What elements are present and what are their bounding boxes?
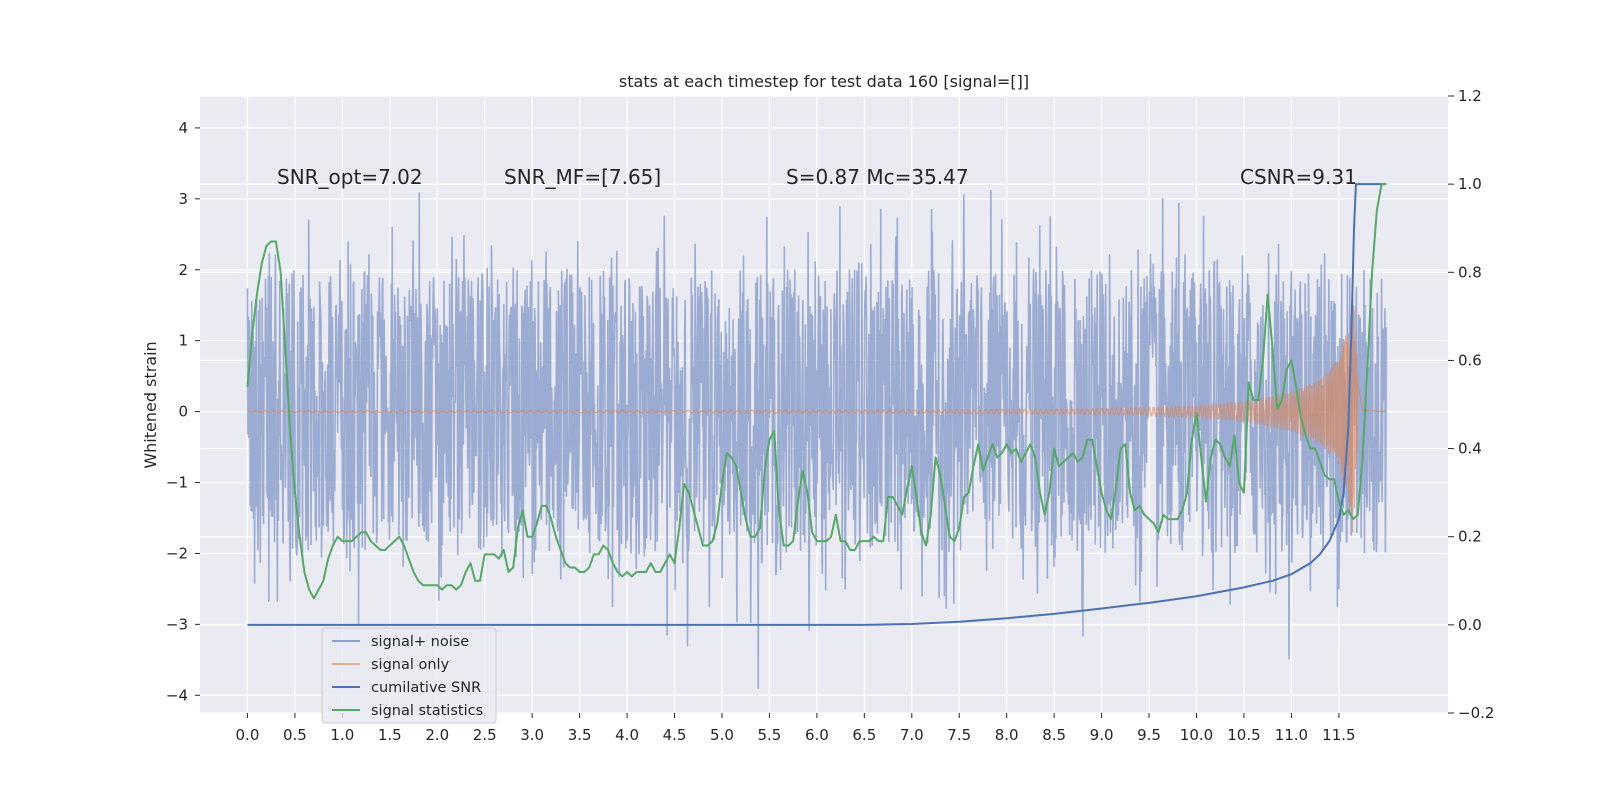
annotation-snr-opt: SNR_opt=7.02: [277, 165, 423, 189]
x-tick-label: 4.5: [663, 726, 687, 744]
y-tick-label: −3: [166, 615, 188, 633]
series-signal-only: [247, 305, 1387, 533]
annotation-snr-mf: SNR_MF=[7.65]: [504, 165, 661, 189]
series-line-signal-plus-noise: [246, 189, 1388, 689]
y-tick-label: 3: [178, 190, 188, 208]
legend-label-signal-only: signal only: [371, 657, 450, 673]
y-tick-label: −4: [166, 686, 188, 704]
x-tick-label: 0.5: [283, 726, 307, 744]
legend: signal+ noise signal only cumilative SNR…: [321, 627, 497, 724]
y2-tick-label: 0.4: [1458, 440, 1482, 458]
x-tick-label: 4.0: [615, 726, 639, 744]
y2-axis-ticks: 1.2 1.0 0.8 0.6 0.4 0.2 0.0 −0.2: [1448, 87, 1494, 722]
y-tick-label: 0: [178, 403, 188, 421]
y-tick-label: 1: [178, 332, 188, 350]
x-tick-label: 2.5: [473, 726, 497, 744]
y-tick-label: −2: [166, 544, 188, 562]
x-tick-label: 5.0: [710, 726, 734, 744]
annotation-s-mc: S=0.87 Mc=35.47: [786, 165, 969, 189]
x-tick-label: 11.5: [1322, 726, 1355, 744]
x-tick-label: 10.0: [1180, 726, 1213, 744]
legend-label-signal-plus-noise: signal+ noise: [371, 634, 469, 650]
x-tick-label: 3.0: [520, 726, 544, 744]
x-tick-label: 0.0: [236, 726, 260, 744]
x-tick-label: 10.5: [1227, 726, 1260, 744]
y2-tick-label: 1.0: [1458, 175, 1482, 193]
series-line-cumilative-snr: [247, 183, 1387, 626]
y-tick-label: −1: [166, 474, 188, 492]
annotation-csnr: CSNR=9.31: [1240, 165, 1357, 189]
chart-title: stats at each timestep for test data 160…: [619, 72, 1029, 91]
x-tick-label: 6.5: [852, 726, 876, 744]
series-cumilative-snr: [247, 183, 1387, 626]
y-tick-label: 4: [178, 119, 188, 137]
legend-label-cumilative-snr: cumilative SNR: [371, 680, 481, 696]
x-tick-label: 7.5: [947, 726, 971, 744]
y-axis-label: Whitened strain: [141, 341, 160, 468]
x-tick-label: 8.5: [1042, 726, 1066, 744]
y2-tick-label: 0.6: [1458, 351, 1482, 369]
x-tick-label: 5.5: [758, 726, 782, 744]
x-axis-ticks: 0.0 0.5 1.0 1.5 2.0 2.5 3.0 3.5 4.0 4.5 5.0 5.5 6.0 6…: [236, 713, 1356, 744]
series-line-signal-statistics: [246, 183, 1387, 600]
x-tick-label: 9.0: [1090, 726, 1114, 744]
y2-tick-label: 0.8: [1458, 263, 1482, 281]
annotations: SNR_opt=7.02 SNR_MF=[7.65] S=0.87 Mc=35.…: [277, 165, 1357, 189]
x-tick-label: 7.0: [900, 726, 924, 744]
x-tick-label: 2.0: [425, 726, 449, 744]
series-line-signal-only: [247, 305, 1387, 533]
x-tick-label: 1.5: [378, 726, 402, 744]
y2-tick-label: 1.2: [1458, 87, 1482, 105]
series-signal-plus-noise: [246, 189, 1388, 689]
y-tick-label: 2: [178, 261, 188, 279]
x-tick-label: 8.0: [995, 726, 1019, 744]
x-tick-label: 3.5: [568, 726, 592, 744]
x-tick-label: 6.0: [805, 726, 829, 744]
y2-tick-label: −0.2: [1458, 704, 1494, 722]
x-tick-label: 9.5: [1137, 726, 1161, 744]
y2-tick-label: 0.2: [1458, 528, 1482, 546]
y-axis-ticks: 4 3 2 1 0 −1 −2 −3 −4: [166, 119, 200, 704]
x-tick-label: 1.0: [330, 726, 354, 744]
y2-tick-label: 0.0: [1458, 616, 1482, 634]
x-tick-label: 11.0: [1275, 726, 1308, 744]
legend-box: [321, 627, 497, 724]
series-signal-statistics: [246, 183, 1387, 600]
legend-label-signal-statistics: signal statistics: [371, 703, 483, 719]
